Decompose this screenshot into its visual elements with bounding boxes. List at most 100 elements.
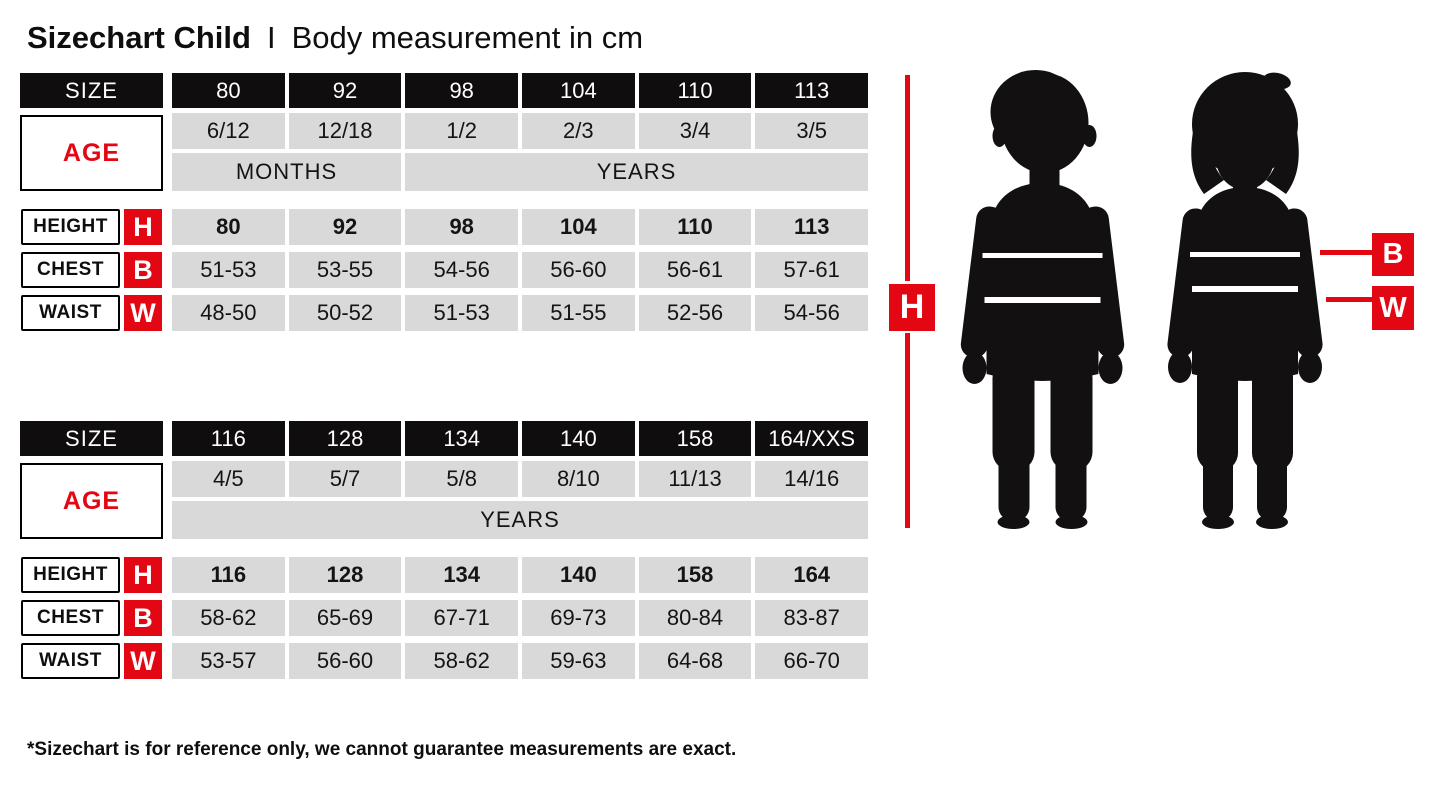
age-header-label: AGE [20,115,163,191]
chest-cell: 53-55 [288,252,402,288]
size-cell: 134 [405,421,519,456]
height-cell: 128 [288,557,402,593]
girl-silhouette [1167,72,1323,529]
chest-cell: 67-71 [405,600,519,636]
chest-row-label: CHEST [21,600,120,636]
table-data: 116 128 134 140 158 164/XXS 4/5 5/7 5/8 … [172,421,869,679]
size-cell: 80 [172,73,285,108]
size-cell: 113 [755,73,869,108]
size-row: 116 128 134 140 158 164/XXS [172,421,869,456]
size-cell: 110 [638,73,752,108]
age-unit-row: MONTHS YEARS [172,153,868,191]
height-row: 80 92 98 104 110 113 [172,209,869,245]
size-row: 80 92 98 104 110 113 [172,73,869,108]
age-row: 6/12 12/18 1/2 2/3 3/4 3/5 [172,113,869,149]
waist-cell: 58-62 [405,643,519,679]
age-cell: 1/2 [405,113,519,149]
age-unit-cell-years: YEARS [405,153,868,191]
age-header-label: AGE [20,463,163,539]
chest-cell: 69-73 [522,600,635,636]
age-cell: 11/13 [638,461,752,497]
title-main: Sizechart Child [27,20,251,55]
height-cell: 140 [522,557,635,593]
chest-row: 51-53 53-55 54-56 56-60 56-61 57-61 [172,252,869,288]
waist-cell: 54-56 [755,295,869,331]
height-row-label: HEIGHT [21,557,120,593]
size-cell: 140 [522,421,635,456]
chest-letter-badge: B [124,252,162,288]
age-cell: 2/3 [522,113,635,149]
waist-cell: 56-60 [288,643,402,679]
height-measure-line-top [905,75,910,281]
waist-cell: 53-57 [172,643,285,679]
chest-marker-line [1320,250,1372,255]
height-cell: 80 [172,209,285,245]
chest-letter-badge: B [124,600,162,636]
age-cell: 4/5 [172,461,285,497]
waist-cell: 66-70 [755,643,869,679]
age-unit-row: YEARS [172,501,868,539]
waist-cell: 50-52 [288,295,402,331]
height-cell: 158 [638,557,752,593]
height-cell: 104 [522,209,635,245]
footnote-disclaimer: *Sizechart is for reference only, we can… [27,739,737,760]
age-cell: 14/16 [755,461,869,497]
chest-row-label: CHEST [21,252,120,288]
girl-chest-band [1190,252,1300,257]
waist-marker-badge: W [1372,286,1414,330]
size-cell: 164/XXS [755,421,869,456]
waist-cell: 52-56 [638,295,752,331]
height-row-label: HEIGHT [21,209,120,245]
age-unit-cell-years: YEARS [172,501,868,539]
height-letter-badge: H [124,209,162,245]
age-cell: 3/4 [638,113,752,149]
chest-cell: 56-60 [522,252,635,288]
age-cell: 3/5 [755,113,869,149]
waist-row: 53-57 56-60 58-62 59-63 64-68 66-70 [172,643,869,679]
age-cell: 6/12 [172,113,285,149]
waist-cell: 48-50 [172,295,285,331]
title-separator: I [266,20,276,55]
size-cell: 98 [405,73,519,108]
size-cell: 158 [638,421,752,456]
height-marker-badge: H [889,284,935,331]
title-subtitle: Body measurement in cm [291,20,644,55]
waist-marker-line [1326,297,1372,302]
page-title: Sizechart Child I Body measurement in cm [27,20,643,56]
sizechart-table-large: SIZE AGE HEIGHT H CHEST B WAIST W 116 12… [20,421,869,679]
height-cell: 134 [405,557,519,593]
height-cell: 110 [638,209,752,245]
chest-cell: 57-61 [755,252,869,288]
age-cell: 5/7 [288,461,402,497]
size-cell: 92 [288,73,402,108]
boy-waist-band [984,297,1101,303]
boy-silhouette [960,70,1125,529]
height-cell: 164 [755,557,869,593]
chest-cell: 56-61 [638,252,752,288]
age-cell: 12/18 [288,113,402,149]
chest-cell: 80-84 [638,600,752,636]
size-cell: 104 [522,73,635,108]
waist-row: 48-50 50-52 51-53 51-55 52-56 54-56 [172,295,869,331]
size-cell: 116 [172,421,285,456]
height-cell: 116 [172,557,285,593]
age-unit-cell-months: MONTHS [172,153,401,191]
waist-row-label: WAIST [21,295,120,331]
waist-cell: 64-68 [638,643,752,679]
height-letter-badge: H [124,557,162,593]
waist-cell: 51-55 [522,295,635,331]
chest-cell: 65-69 [288,600,402,636]
height-row: 116 128 134 140 158 164 [172,557,869,593]
waist-cell: 51-53 [405,295,519,331]
chest-marker-badge: B [1372,233,1414,276]
age-cell: 5/8 [405,461,519,497]
waist-letter-badge: W [124,643,162,679]
size-header-label: SIZE [20,73,163,108]
chest-cell: 51-53 [172,252,285,288]
waist-letter-badge: W [124,295,162,331]
table-data: 80 92 98 104 110 113 6/12 12/18 1/2 2/3 … [172,73,869,331]
waist-cell: 59-63 [522,643,635,679]
sizechart-table-small: SIZE AGE HEIGHT H CHEST B WAIST W 80 92 … [20,73,869,331]
height-cell: 92 [288,209,402,245]
